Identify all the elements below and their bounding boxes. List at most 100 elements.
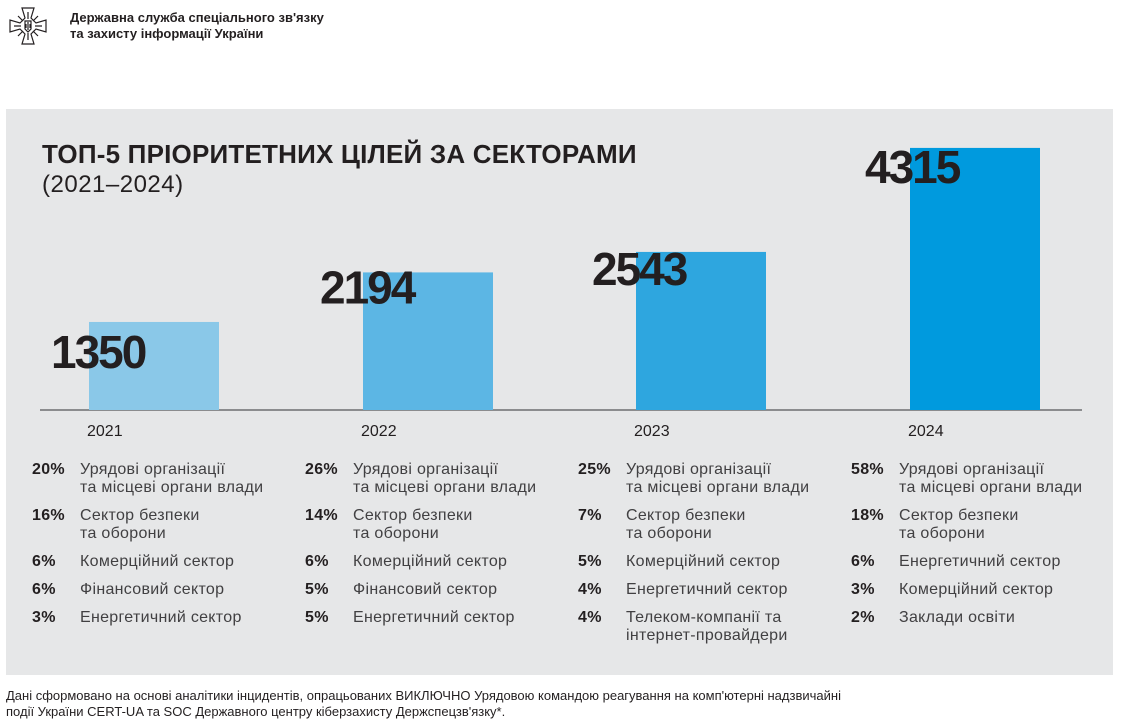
sector-label: Сектор безпеки та оборони [899,507,1019,543]
sector-label-line: Сектор безпеки [80,507,200,524]
organization-name: Державна служба спеціального зв'язку та … [70,10,324,42]
sector-item: 25% Урядові організації та місцеві органи … [578,461,848,497]
sector-item: 4% Енергетичний сектор [578,581,848,599]
bar-2024 [910,147,1040,411]
sector-percent: 6% [32,581,56,598]
chart-title: ТОП-5 ПРІОРИТЕТНИХ ЦІЛЕЙ ЗА СЕКТОРАМИ [42,139,637,169]
sector-label-line: Сектор безпеки [626,507,746,524]
sector-percent: 4% [578,609,602,626]
sector-percent: 5% [578,553,602,570]
bar-chart: 1350 2021 2194 2022 2543 2023 4315 2024 [40,141,1082,440]
sector-label: Заклади освіти [899,609,1015,627]
footnote-line-2: події України CERT-UA та SOC Державного … [6,704,506,719]
sector-label: Енергетичний сектор [80,609,242,627]
sector-item: 6% Комерційний сектор [32,553,302,571]
sector-label-line: та оборони [899,525,986,542]
sector-percent: 58% [851,461,884,478]
sector-list-2024: 58% Урядові організації та місцеві органи … [851,461,1121,637]
header: Державна служба спеціального зв'язку та … [8,6,324,46]
sector-item: 7% Сектор безпеки та оборони [578,507,848,543]
sector-percent: 2% [851,609,875,626]
sector-label: Сектор безпеки та оборони [626,507,746,543]
sector-item: 18% Сектор безпеки та оборони [851,507,1121,543]
sector-label: Урядові організації та місцеві органи вла… [80,461,263,497]
sector-item: 14% Сектор безпеки та оборони [305,507,575,543]
sector-label-line: Урядові організації [626,461,772,478]
sector-label-line: та оборони [626,525,713,542]
sector-label: Енергетичний сектор [353,609,515,627]
sector-percent: 3% [32,609,56,626]
sector-label-line: Комерційний сектор [80,553,235,570]
chart-subtitle: (2021–2024) [42,171,184,198]
sector-label: Телеком-компанії та інтернет-провайдери [626,609,788,645]
sector-label-line: та місцеві органи влади [80,479,264,496]
sector-item: 6% Комерційний сектор [305,553,575,571]
sector-item: 4% Телеком-компанії та інтернет-провайдери [578,609,848,645]
sector-percent: 20% [32,461,65,478]
sector-item: 5% Комерційний сектор [578,553,848,571]
sector-label: Комерційний сектор [626,553,780,571]
sector-item: 20% Урядові організації та місцеві органи … [32,461,302,497]
sector-item: 5% Фінансовий сектор [305,581,575,599]
sector-percent: 3% [851,581,875,598]
sector-label-line: Комерційний сектор [626,553,781,570]
value-label-2021: 1350 [51,326,146,378]
sector-label: Фінансовий сектор [80,581,224,599]
sector-label-line: Енергетичний сектор [899,553,1061,570]
sector-percent: 4% [578,581,602,598]
sector-label-line: Фінансовий сектор [353,581,498,598]
sector-item: 3% Комерційний сектор [851,581,1121,599]
sector-label-line: інтернет-провайдери [626,627,788,644]
sector-item: 2% Заклади освіти [851,609,1121,627]
sector-label: Урядові організації та місцеві органи вла… [626,461,809,497]
sector-label-line: Телеком-компанії та [626,609,782,626]
sector-label-line: та місцеві органи влади [626,479,810,496]
sector-percent: 7% [578,507,602,524]
sector-label-line: Урядові організації [353,461,499,478]
org-name-line-1: Державна служба спеціального зв'язку [70,10,324,25]
sector-percent: 16% [32,507,65,524]
bar-2023 [636,251,766,410]
value-label-2023: 2543 [592,243,687,295]
value-label-2022: 2194 [320,261,417,313]
sector-percent: 6% [32,553,56,570]
sector-percent: 25% [578,461,611,478]
sector-label: Сектор безпеки та оборони [353,507,473,543]
sector-list-2023: 25% Урядові організації та місцеві органи … [578,461,848,655]
sector-label-line: Комерційний сектор [353,553,508,570]
sector-label: Урядові організації та місцеві органи вла… [899,461,1082,497]
sector-label: Фінансовий сектор [353,581,497,599]
chart-panel: ТОП-5 ПРІОРИТЕТНИХ ЦІЛЕЙ ЗА СЕКТОРАМИ (2… [6,109,1113,675]
sector-percent: 5% [305,581,329,598]
value-label-2024: 4315 [865,141,961,193]
sector-label: Комерційний сектор [80,553,234,571]
sector-item: 6% Фінансовий сектор [32,581,302,599]
org-name-line-2: та захисту інформації України [70,26,264,41]
footnote: Дані сформовано на основі аналітики інци… [6,688,841,720]
sector-list-2021: 20% Урядові організації та місцеві органи … [32,461,302,637]
x-tick-label-2021: 2021 [87,423,123,440]
sector-label-line: та оборони [80,525,167,542]
coat-of-arms-cross-icon [9,7,47,45]
sector-percent: 6% [851,553,875,570]
sector-item: 6% Енергетичний сектор [851,553,1121,571]
sector-item: 16% Сектор безпеки та оборони [32,507,302,543]
sector-label: Енергетичний сектор [626,581,788,599]
sector-label: Комерційний сектор [899,581,1053,599]
sector-label-line: Енергетичний сектор [353,609,515,626]
footnote-line-1: Дані сформовано на основі аналітики інци… [6,688,841,703]
sector-item: 5% Енергетичний сектор [305,609,575,627]
sector-label: Комерційний сектор [353,553,507,571]
sector-label-line: Енергетичний сектор [80,609,242,626]
sector-percent: 18% [851,507,884,524]
sector-percent: 14% [305,507,338,524]
sector-percent: 6% [305,553,329,570]
sector-item: 3% Енергетичний сектор [32,609,302,627]
sector-percent: 5% [305,609,329,626]
sector-label-line: та місцеві органи влади [353,479,537,496]
bar-2022 [363,272,493,410]
sector-label-line: Урядові організації [899,461,1045,478]
sector-item: 26% Урядові організації та місцеві органи … [305,461,575,497]
sector-label-line: Сектор безпеки [899,507,1019,524]
sector-percent: 26% [305,461,338,478]
